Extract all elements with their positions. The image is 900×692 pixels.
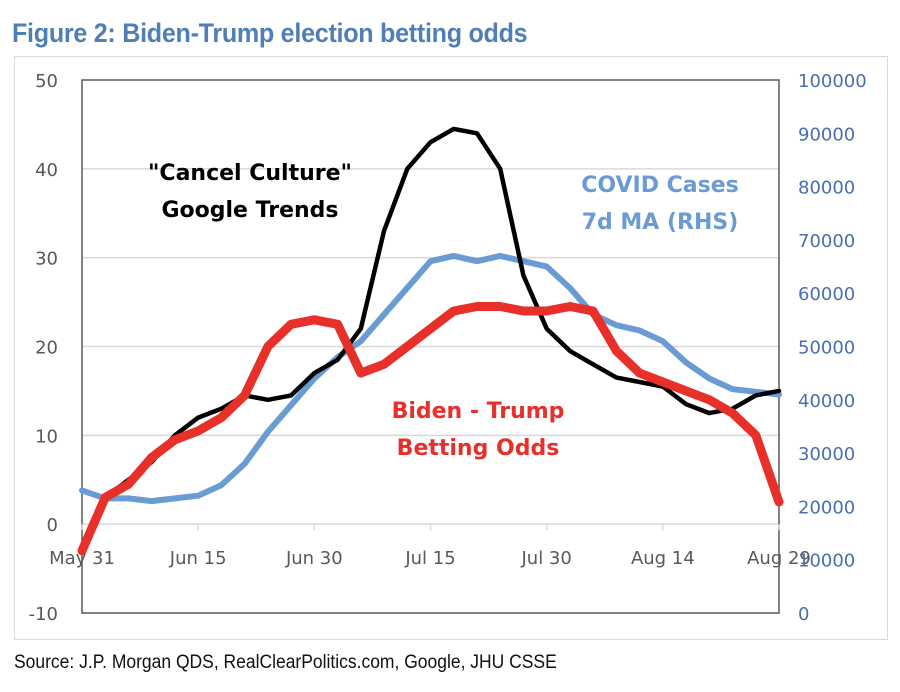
annotation-covid: 7d MA (RHS) [582,210,739,235]
series-lines [77,126,784,556]
right-y-tick-label: 40000 [798,391,855,412]
right-y-tick-label: 0 [798,604,809,625]
series-line-google-trends [102,126,782,500]
x-tick-label: Aug 14 [631,548,695,569]
plot-border [81,79,780,614]
left-y-tick-label: 50 [35,71,58,92]
source-note: Source: J.P. Morgan QDS, RealClearPoliti… [14,652,557,673]
x-tick-label: Aug 29 [747,548,811,569]
right-y-tick-label: 20000 [798,497,855,518]
x-tick-label: Jul 15 [404,548,455,569]
right-y-tick-label: 60000 [798,284,855,305]
left-y-tick-label: 10 [35,426,58,447]
left-y-axis-ticks: -10 0 10 20 30 40 50 [29,71,58,625]
left-y-tick-label: 0 [47,515,58,536]
right-y-tick-label: 80000 [798,178,855,199]
annotation-covid: COVID Cases [581,173,739,198]
left-y-tick-label: 30 [35,249,58,270]
right-y-tick-label: 30000 [798,444,855,465]
x-axis-ticks: May 31 Jun 15 Jun 30 Jul 15 Jul 30 Aug 14 Aug … [49,524,811,569]
plot-area-border [81,79,780,614]
figure-title: Figure 2: Biden-Trump election betting o… [12,18,528,48]
x-tick-label: Jun 30 [285,548,343,569]
series-line-covid [79,252,782,505]
left-y-tick-label: 20 [35,338,58,359]
right-y-tick-label: 100000 [798,71,867,92]
right-y-axis-ticks: 0 10000 20000 30000 40000 50000 60000 70000 8000… [798,71,867,625]
right-y-tick-label: 70000 [798,231,855,252]
x-tick-label: Jul 30 [520,548,571,569]
right-y-tick-label: 50000 [798,338,855,359]
x-tick-label: Jun 15 [169,548,227,569]
annotation-betting: Betting Odds [397,436,560,461]
right-y-tick-label: 90000 [798,124,855,145]
right-y-tick-label: 10000 [798,551,855,572]
annotation-betting: Biden - Trump [392,399,565,424]
annotation-google-trends: "Cancel Culture" [148,161,352,186]
chart-frame [14,56,888,640]
annotation-google-trends: Google Trends [161,198,338,223]
left-y-tick-label: 40 [35,160,58,181]
series-annotations: "Cancel Culture" Google Trends COVID Cases… [148,161,739,461]
x-tick-label: May 31 [49,548,115,569]
left-y-tick-label: -10 [29,604,58,625]
